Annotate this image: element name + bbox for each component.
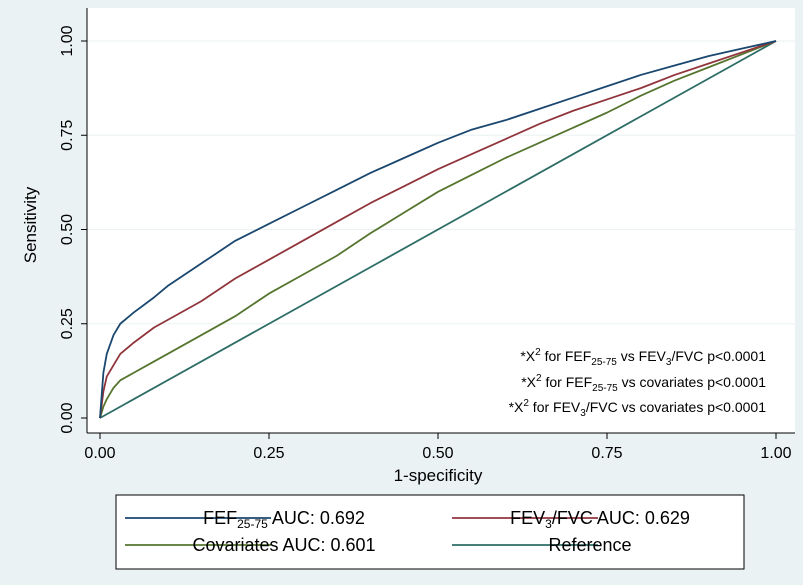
y-axis-title: Sensitivity xyxy=(21,186,40,263)
legend-box xyxy=(115,494,745,570)
series-line-2 xyxy=(99,40,777,419)
x-tick-label: 1.00 xyxy=(760,445,791,462)
legend-label-3: Reference xyxy=(548,535,631,555)
series-line-0 xyxy=(99,40,777,419)
y-tick-label: 0.00 xyxy=(59,402,76,433)
plot-area xyxy=(87,8,795,433)
x-tick-label: 0.50 xyxy=(422,445,453,462)
significance-annotations: *X2 for FEF25-75 vs FEV3/FVC p<0.0001 *X2… xyxy=(509,347,767,419)
y-tick-label: 0.25 xyxy=(59,308,76,339)
legend-label-1: FEV3/FVC AUC: 0.629 xyxy=(510,508,690,531)
series-lines xyxy=(99,40,777,419)
series-line-3 xyxy=(99,40,777,419)
x-axis-title: 1-specificity xyxy=(394,466,483,485)
annotation-0: *X2 for FEF25-75 vs FEV3/FVC p<0.0001 xyxy=(520,347,766,368)
y-tick-label: 1.00 xyxy=(59,25,76,56)
x-tick-label: 0.25 xyxy=(253,445,284,462)
annotation-1: *X2 for FEF25-75 vs covariates p<0.0001 xyxy=(521,373,766,394)
annotation-2: *X2 for FEV3/FVC vs covariates p<0.0001 xyxy=(509,398,767,419)
grid-lines xyxy=(87,40,795,325)
y-tick-label: 0.50 xyxy=(59,214,76,245)
x-tick-label: 0.75 xyxy=(591,445,622,462)
legend-label-2: Covariates AUC: 0.601 xyxy=(192,535,375,555)
series-line-1 xyxy=(99,40,777,419)
legend-label-0: FEF25-75 AUC: 0.692 xyxy=(203,508,365,531)
y-tick-label: 0.75 xyxy=(59,120,76,151)
axis-ticks: 0.00 0.25 0.50 0.75 1.00 0.00 0.25 0.50 0.75 1.00 xyxy=(59,25,792,462)
legend: FEF25-75 AUC: 0.692 FEV3/FVC AUC: 0.629 Co… xyxy=(125,508,690,555)
x-tick-label: 0.00 xyxy=(84,445,115,462)
